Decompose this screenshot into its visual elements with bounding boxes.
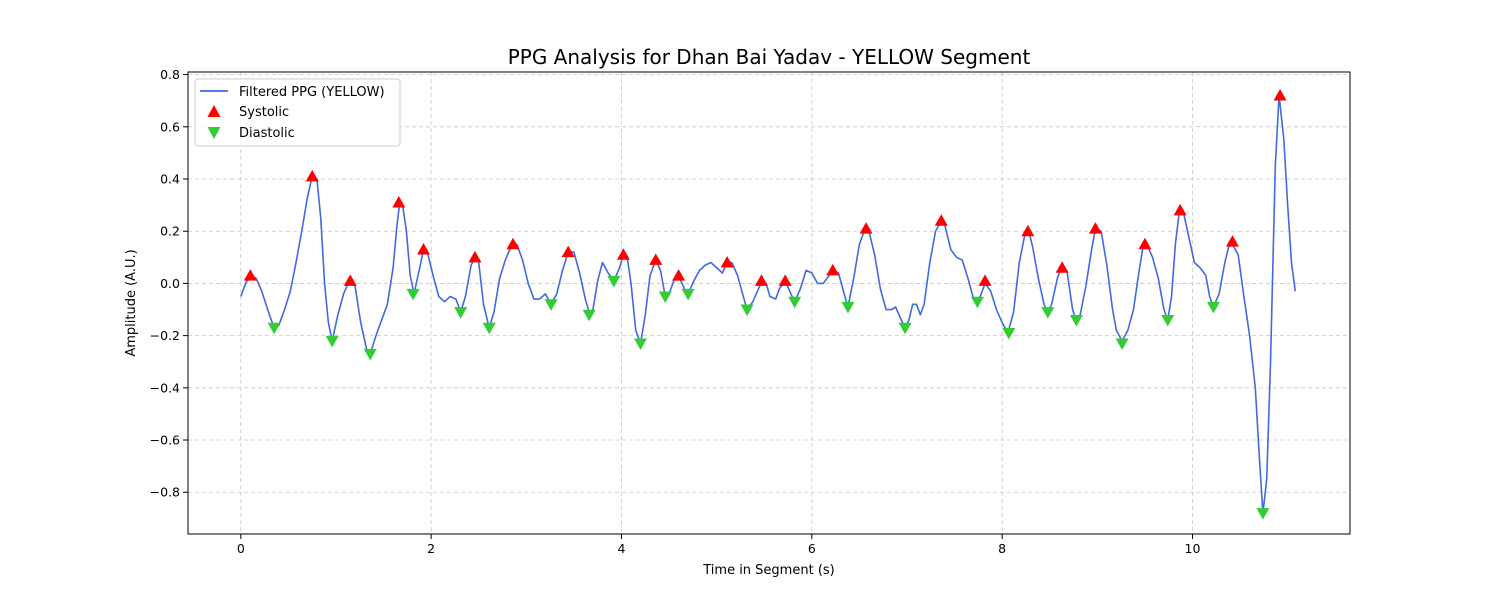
systolic-peak-marker xyxy=(720,256,734,268)
diastolic-trough-marker xyxy=(1256,508,1270,520)
series-line-group xyxy=(240,94,1297,514)
systolic-peak-marker xyxy=(934,214,948,226)
peak-markers-group xyxy=(243,88,1287,520)
systolic-peak-marker xyxy=(1225,235,1239,247)
x-tick-label: 0 xyxy=(237,541,245,556)
diastolic-trough-marker xyxy=(1069,314,1083,327)
systolic-peak-marker xyxy=(616,248,630,260)
diastolic-trough-marker xyxy=(1002,328,1016,340)
systolic-peak-marker xyxy=(778,274,792,286)
diastolic-trough-marker xyxy=(544,299,558,311)
grid-lines xyxy=(188,72,1350,534)
diastolic-trough-marker xyxy=(582,309,596,322)
y-tick-label: −0.8 xyxy=(150,485,180,500)
legend-diastolic-marker xyxy=(207,127,221,139)
diastolic-trough-marker xyxy=(788,296,802,309)
systolic-peak-marker xyxy=(1088,222,1102,234)
diastolic-trough-marker xyxy=(607,275,621,288)
diastolic-trough-marker xyxy=(1041,307,1055,319)
diastolic-trough-marker xyxy=(634,338,648,350)
systolic-peak-marker xyxy=(343,274,357,286)
systolic-peak-marker xyxy=(243,269,257,281)
diastolic-trough-marker xyxy=(970,296,984,309)
legend-label-diastolic: Diastolic xyxy=(239,126,295,141)
y-axis-label: Amplitude (A.U.) xyxy=(124,249,139,356)
diastolic-trough-marker xyxy=(841,301,855,314)
diastolic-trough-marker xyxy=(482,322,496,335)
systolic-peak-marker xyxy=(754,274,768,286)
systolic-peak-marker xyxy=(978,274,992,286)
diastolic-trough-marker xyxy=(740,304,754,317)
plot-frame xyxy=(187,71,1351,535)
systolic-peak-marker xyxy=(417,242,431,255)
series-filtered-ppg-line xyxy=(240,94,1297,514)
legend: Filtered PPG (YELLOW) Systolic Diastolic xyxy=(194,78,401,147)
diastolic-trough-marker xyxy=(658,291,672,303)
systolic-peak-marker xyxy=(1021,224,1035,237)
systolic-peak-marker xyxy=(1173,203,1187,216)
systolic-peak-marker xyxy=(672,269,686,281)
diastolic-trough-marker xyxy=(267,322,281,335)
systolic-peak-marker xyxy=(392,196,406,208)
diastolic-trough-marker xyxy=(454,307,468,319)
diastolic-trough-marker xyxy=(681,288,695,301)
x-tick-label: 10 xyxy=(1185,541,1201,556)
diastolic-trough-marker xyxy=(1115,338,1129,350)
y-tick-label: 0.8 xyxy=(160,67,180,82)
systolic-peak-marker xyxy=(1138,237,1152,250)
systolic-peak-marker xyxy=(506,237,520,250)
systolic-peak-marker xyxy=(305,169,319,182)
systolic-peak-marker xyxy=(468,250,482,263)
y-tick-label: 0.2 xyxy=(160,224,180,239)
y-tick-label: 0.6 xyxy=(160,119,180,134)
chart-title: PPG Analysis for Dhan Bai Yadav - YELLOW… xyxy=(508,45,1031,69)
systolic-peak-marker xyxy=(826,263,840,276)
y-tick-label: −0.6 xyxy=(150,433,180,448)
x-tick-label: 6 xyxy=(808,541,816,556)
legend-label-filtered: Filtered PPG (YELLOW) xyxy=(239,85,385,100)
x-axis-label: Time in Segment (s) xyxy=(702,563,834,578)
systolic-peak-marker xyxy=(649,253,663,265)
y-tick-label: 0.4 xyxy=(160,172,180,187)
y-tick-label: −0.2 xyxy=(150,328,180,343)
axis-ticks: 0 2 4 6 8 10 −0.8 −0.6 −0.4 −0.2 0.0 0.2 0.4 0.6 0.8 xyxy=(150,67,1201,556)
diastolic-trough-marker xyxy=(363,348,377,361)
legend-box xyxy=(194,78,401,147)
systolic-peak-marker xyxy=(859,222,873,234)
x-tick-label: 4 xyxy=(618,541,626,556)
diastolic-trough-marker xyxy=(1206,301,1220,314)
systolic-peak-marker xyxy=(1273,88,1287,101)
systolic-peak-marker xyxy=(1055,261,1069,273)
y-tick-label: −0.4 xyxy=(150,380,180,395)
x-tick-label: 2 xyxy=(427,541,435,556)
diastolic-trough-marker xyxy=(406,288,420,301)
y-tick-label: 0.0 xyxy=(160,276,180,291)
systolic-peak-marker xyxy=(561,245,575,258)
legend-systolic-marker xyxy=(207,105,221,117)
legend-label-systolic: Systolic xyxy=(239,105,289,120)
diastolic-trough-marker xyxy=(1161,314,1175,327)
x-tick-label: 8 xyxy=(998,541,1006,556)
diastolic-trough-marker xyxy=(898,322,912,335)
diastolic-trough-marker xyxy=(325,335,339,348)
